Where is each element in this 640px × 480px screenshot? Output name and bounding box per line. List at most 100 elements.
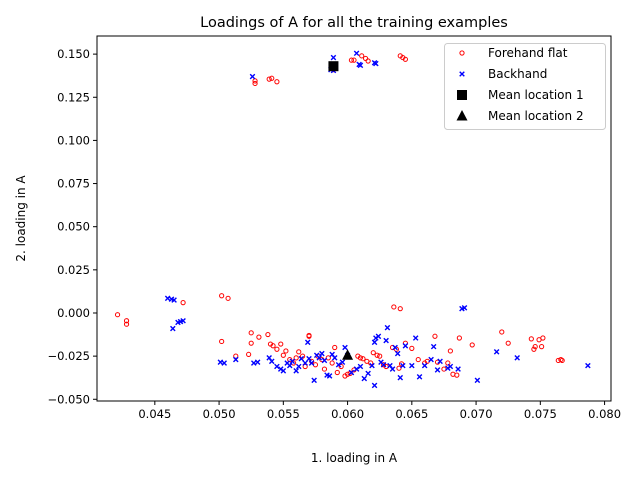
data-point xyxy=(171,297,177,303)
data-point xyxy=(342,344,348,351)
data-point xyxy=(302,363,308,370)
data-point xyxy=(377,353,383,359)
data-point xyxy=(357,363,364,370)
data-point xyxy=(415,356,421,363)
data-point xyxy=(268,358,275,365)
series-3 xyxy=(328,61,339,72)
data-point xyxy=(380,361,387,368)
data-point xyxy=(225,295,231,301)
legend-items: Forehand flat Backhand Mean location 1 Mean… xyxy=(456,46,584,123)
x-tick-label: 0.045 xyxy=(138,407,171,421)
y-tick-label: 0.025 xyxy=(57,263,90,277)
data-point xyxy=(432,333,438,339)
legend-label: Mean location 2 xyxy=(488,109,584,123)
data-point xyxy=(164,295,171,302)
data-point xyxy=(250,360,257,366)
data-point xyxy=(123,318,130,324)
data-point xyxy=(441,366,447,372)
data-point xyxy=(286,362,293,369)
data-point xyxy=(321,357,328,364)
data-point xyxy=(114,312,121,318)
data-point xyxy=(397,306,403,312)
data-point xyxy=(270,343,276,349)
data-point xyxy=(332,344,338,351)
data-point xyxy=(348,57,355,63)
data-point xyxy=(287,356,293,363)
legend-item: Forehand flat xyxy=(459,46,568,60)
data-point xyxy=(353,366,360,372)
data-point xyxy=(365,58,371,64)
data-point xyxy=(170,325,176,332)
data-point xyxy=(559,357,565,364)
data-point xyxy=(254,359,261,365)
legend-marker xyxy=(456,110,468,121)
data-point xyxy=(499,329,505,335)
data-point xyxy=(283,348,289,354)
y-tick-label: 0.100 xyxy=(57,133,90,147)
data-point xyxy=(585,362,591,369)
data-point xyxy=(396,365,402,371)
y-axis-ticks: −0.050 −0.025 0.000 0.025 0.050 0.075 0.100 0.1… xyxy=(47,47,97,406)
data-point xyxy=(280,352,286,358)
data-point xyxy=(269,75,275,81)
x-tick-label: 0.060 xyxy=(331,407,364,421)
data-point xyxy=(326,373,333,379)
data-point xyxy=(265,331,271,338)
data-point xyxy=(329,360,335,366)
data-point xyxy=(219,338,225,345)
data-point xyxy=(296,349,302,355)
data-point xyxy=(293,355,299,361)
data-point xyxy=(447,363,454,370)
data-point xyxy=(289,358,296,365)
data-point xyxy=(217,359,224,365)
data-point xyxy=(334,369,340,376)
legend-marker xyxy=(459,50,465,56)
y-tick-label: 0.075 xyxy=(57,177,90,191)
data-point xyxy=(339,359,346,365)
data-point xyxy=(249,73,256,80)
data-point xyxy=(454,372,460,378)
data-point xyxy=(304,339,311,346)
x-tick-label: 0.055 xyxy=(267,407,300,421)
data-point xyxy=(412,335,419,341)
data-point xyxy=(306,333,312,339)
data-point xyxy=(362,55,369,62)
data-point xyxy=(293,368,299,374)
data-point xyxy=(302,360,308,366)
data-point xyxy=(392,344,398,351)
data-point xyxy=(528,336,534,342)
chart-title: Loadings of A for all the training examp… xyxy=(200,15,508,31)
data-point xyxy=(348,369,355,376)
data-point xyxy=(180,300,186,306)
data-point xyxy=(232,356,239,363)
data-point xyxy=(328,61,339,72)
legend-item: Mean location 1 xyxy=(457,88,584,102)
y-tick-label: 0.000 xyxy=(57,306,90,320)
legend-label: Forehand flat xyxy=(488,46,568,60)
data-point xyxy=(359,53,365,59)
data-point xyxy=(342,349,354,360)
y-tick-label: −0.025 xyxy=(47,349,90,363)
data-markers xyxy=(114,50,591,389)
data-point xyxy=(383,337,389,344)
data-point xyxy=(330,54,337,61)
data-point xyxy=(274,79,280,85)
data-point xyxy=(402,342,409,349)
data-point xyxy=(409,362,415,369)
data-point xyxy=(505,340,511,346)
data-point xyxy=(540,335,546,341)
data-point xyxy=(375,333,382,340)
data-point xyxy=(248,330,254,336)
data-point xyxy=(306,355,312,362)
data-point xyxy=(319,350,325,357)
series-2 xyxy=(164,50,591,389)
data-point xyxy=(280,368,287,374)
data-point xyxy=(369,362,375,369)
data-point xyxy=(371,339,378,346)
data-point xyxy=(311,377,317,384)
y-tick-label: 0.125 xyxy=(57,90,90,104)
data-point xyxy=(180,317,186,324)
data-point xyxy=(374,352,380,358)
data-point xyxy=(447,348,453,354)
data-point xyxy=(371,382,378,389)
